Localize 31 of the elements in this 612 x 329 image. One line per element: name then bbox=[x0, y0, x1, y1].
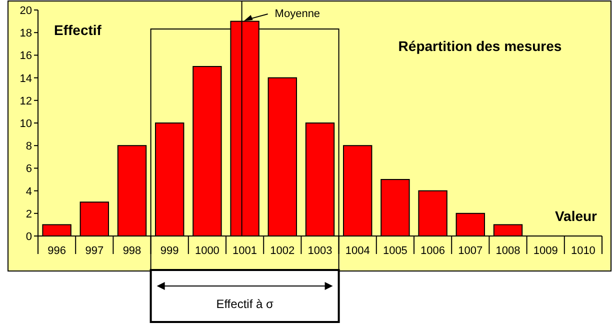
y-tick-label: 10 bbox=[20, 118, 32, 130]
x-tick-label: 1008 bbox=[496, 245, 520, 257]
y-axis-title: Effectif bbox=[54, 22, 102, 38]
y-tick-label: 16 bbox=[20, 50, 32, 62]
x-tick-label: 1006 bbox=[420, 245, 446, 257]
ref-line-label: Moyenne bbox=[274, 8, 320, 20]
x-tick-label: 1004 bbox=[345, 245, 370, 257]
x-tick-label: 999 bbox=[160, 245, 179, 257]
x-tick-label: 1003 bbox=[308, 245, 332, 257]
x-tick-label: 1010 bbox=[570, 245, 596, 257]
y-tick-label: 20 bbox=[20, 5, 32, 17]
y-tick-label: 14 bbox=[20, 72, 32, 85]
x-tick-label: 1005 bbox=[382, 245, 408, 257]
y-tick-label: 2 bbox=[26, 208, 32, 220]
y-tick-label: 18 bbox=[20, 28, 32, 40]
y-tick-label: 8 bbox=[26, 140, 32, 153]
x-tick-label: 1009 bbox=[533, 245, 558, 257]
text: Effectif à σ bbox=[216, 297, 274, 311]
y-tick-label: 6 bbox=[26, 163, 32, 176]
y-tick-label: 12 bbox=[20, 95, 32, 108]
y-tick-label: 4 bbox=[26, 186, 32, 198]
x-tick-label: 1000 bbox=[194, 245, 220, 257]
text: Répartition des mesures bbox=[398, 38, 562, 54]
x-tick-label: 996 bbox=[48, 245, 66, 257]
y-tick-label: 0 bbox=[26, 231, 32, 243]
x-tick-label: 997 bbox=[85, 245, 104, 257]
x-tick-label: 1007 bbox=[458, 245, 483, 257]
x-tick-label: 1002 bbox=[270, 245, 295, 257]
x-tick-label: 1001 bbox=[232, 245, 258, 257]
x-tick-label: 998 bbox=[122, 245, 142, 257]
x-axis-title: Valeur bbox=[554, 208, 598, 224]
